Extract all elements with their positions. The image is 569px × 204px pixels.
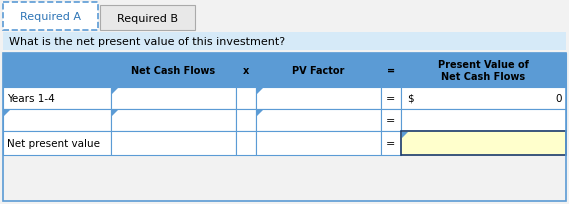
Bar <box>401 110 566 131</box>
Bar <box>3 54 111 88</box>
Text: 0: 0 <box>555 94 562 103</box>
Bar <box>3 33 566 51</box>
Bar <box>381 131 401 155</box>
Bar <box>111 88 236 110</box>
Text: Present Value of
Net Cash Flows: Present Value of Net Cash Flows <box>438 60 529 81</box>
Polygon shape <box>4 110 10 116</box>
Bar <box>100 6 195 31</box>
Polygon shape <box>402 132 408 138</box>
Bar <box>381 54 401 88</box>
Bar <box>3 110 111 131</box>
Bar <box>111 131 236 155</box>
Bar <box>236 88 256 110</box>
Polygon shape <box>257 110 263 116</box>
Text: =: = <box>387 66 395 76</box>
Bar <box>3 3 98 31</box>
Bar <box>381 88 401 110</box>
Text: =: = <box>386 138 395 148</box>
Polygon shape <box>112 110 118 116</box>
Text: $: $ <box>407 94 414 103</box>
Text: PV Factor: PV Factor <box>292 66 345 76</box>
Bar <box>236 54 256 88</box>
Text: Net present value: Net present value <box>7 138 100 148</box>
Bar <box>3 88 111 110</box>
Bar <box>381 110 401 131</box>
Bar <box>3 54 566 201</box>
Bar <box>236 110 256 131</box>
Text: =: = <box>386 115 395 125</box>
Bar <box>401 88 566 110</box>
Text: x: x <box>243 66 249 76</box>
Bar <box>111 54 236 88</box>
Bar <box>256 131 381 155</box>
Polygon shape <box>112 89 118 94</box>
Bar <box>256 110 381 131</box>
Bar <box>236 131 256 155</box>
Text: Years 1-4: Years 1-4 <box>7 94 55 103</box>
Bar <box>3 131 111 155</box>
Text: Required B: Required B <box>117 13 178 23</box>
Bar <box>256 88 381 110</box>
Text: =: = <box>386 94 395 103</box>
Text: What is the net present value of this investment?: What is the net present value of this in… <box>9 37 285 47</box>
Bar <box>401 131 566 155</box>
Text: Required A: Required A <box>20 12 81 22</box>
Bar <box>111 110 236 131</box>
Bar <box>401 54 566 88</box>
Bar <box>256 54 381 88</box>
Polygon shape <box>257 89 263 94</box>
Text: Net Cash Flows: Net Cash Flows <box>131 66 216 76</box>
